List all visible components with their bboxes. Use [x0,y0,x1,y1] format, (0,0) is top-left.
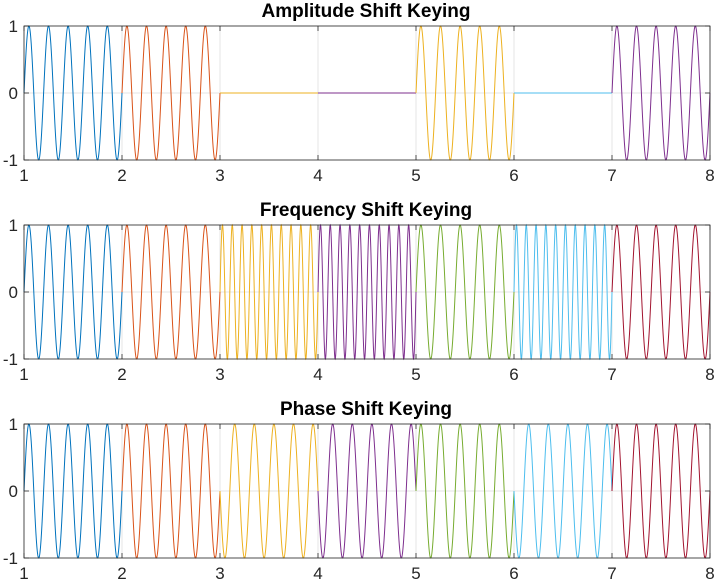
fsk-plot-area [23,223,711,361]
fsk-panel: Frequency Shift Keying 1 2 3 4 5 6 7 8 -1 0 1 [3,200,715,384]
ask-xtick-label-1: 2 [117,166,126,185]
fsk-series-0 [23,224,123,360]
psk-plot-area [23,423,711,559]
fsk-xtick-label-6: 7 [607,365,616,384]
ask-xtick-label-0: 1 [19,166,28,185]
ask-xtick-label-7: 8 [705,166,714,185]
fsk-title: Frequency Shift Keying [260,200,472,221]
ask-series-6 [611,25,711,161]
fsk-series-4 [415,224,515,360]
ask-ytick-label-1: 0 [9,84,18,103]
ask-xtick-label-4: 5 [411,166,420,185]
psk-xtick-label-4: 5 [411,564,420,583]
ask-ytick-label-2: 1 [9,17,18,36]
fsk-series-3 [317,223,417,361]
fsk-xtick-label-3: 4 [313,365,322,384]
fsk-ticks: 1 2 3 4 5 6 7 8 -1 0 1 [3,216,715,384]
fsk-series-6 [611,224,711,360]
psk-ytick-label-1: 0 [9,482,18,501]
ask-title: Amplitude Shift Keying [262,1,471,22]
ask-panel: Amplitude Shift Keying 1 2 3 4 5 6 7 8 -1 0 1 [3,1,715,185]
fsk-ytick-label-2: 1 [9,216,18,235]
fsk-ytick-label-0: -1 [3,350,18,369]
psk-ticks: 1 2 3 4 5 6 7 8 -1 0 1 [3,415,715,583]
ask-xtick-label-3: 4 [313,166,322,185]
ask-series-1 [121,25,221,161]
fsk-xtick-label-2: 3 [215,365,224,384]
psk-series-6 [611,423,711,559]
psk-series-5 [513,423,613,559]
fsk-series-1 [121,224,221,360]
psk-series-3 [317,423,417,559]
ask-series-0 [23,25,123,161]
psk-xtick-label-0: 1 [19,564,28,583]
fsk-xtick-label-5: 6 [509,365,518,384]
fsk-xtick-label-1: 2 [117,365,126,384]
psk-xtick-label-3: 4 [313,564,322,583]
psk-xtick-label-5: 6 [509,564,518,583]
psk-xtick-label-6: 7 [607,564,616,583]
psk-panel: Phase Shift Keying 1 2 3 4 5 6 7 8 -1 0 1 [3,399,715,583]
psk-ytick-label-0: -1 [3,549,18,568]
psk-xtick-label-7: 8 [705,564,714,583]
fsk-ytick-label-1: 0 [9,283,18,302]
psk-xtick-label-1: 2 [117,564,126,583]
fsk-series-2 [219,223,319,361]
psk-series-0 [23,423,123,559]
ask-ticks: 1 2 3 4 5 6 7 8 -1 0 1 [3,17,715,185]
fsk-xtick-label-0: 1 [19,365,28,384]
psk-title: Phase Shift Keying [280,399,452,420]
ask-xtick-label-6: 7 [607,166,616,185]
ask-ytick-label-0: -1 [3,151,18,170]
ask-xtick-label-2: 3 [215,166,224,185]
psk-xtick-label-2: 3 [215,564,224,583]
ask-series-4 [415,25,515,161]
psk-series-4 [415,423,515,559]
fsk-xtick-label-4: 5 [411,365,420,384]
psk-series-1 [121,423,221,559]
ask-xtick-label-5: 6 [509,166,518,185]
psk-series-2 [219,423,319,559]
fsk-series-5 [513,223,613,361]
ask-plot-area [23,25,711,161]
psk-ytick-label-2: 1 [9,415,18,434]
fsk-xtick-label-7: 8 [705,365,714,384]
